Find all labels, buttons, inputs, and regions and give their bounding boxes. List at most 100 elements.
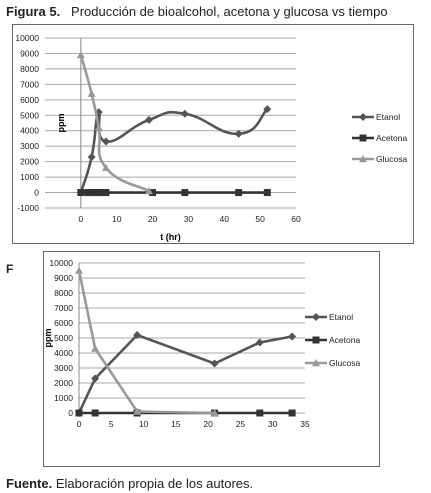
y-tick-label: 10000 <box>49 258 73 268</box>
legend-marker-etanol <box>312 313 320 321</box>
chart-2: 0100020003000400050006000700080009000100… <box>43 251 380 467</box>
legend-label-glucosa: Glucosa <box>329 358 360 368</box>
series-glucosa <box>75 266 219 417</box>
data-point-acetona <box>288 409 296 417</box>
figure-title: Figura 5. Producción de bioalcohol, acet… <box>6 4 388 19</box>
y-tick-label: 0 <box>68 408 73 418</box>
y-tick-label: 1000 <box>20 172 39 182</box>
data-point-glucosa <box>91 344 100 352</box>
legend-marker-etanol <box>359 113 367 121</box>
data-point-acetona <box>181 189 189 197</box>
data-point-acetona <box>102 189 110 197</box>
series-line-glucosa <box>77 270 215 415</box>
figure-label: Figura 5. <box>6 4 61 19</box>
y-tick-label: 8000 <box>54 288 73 298</box>
legend-marker-glucosa <box>359 155 367 163</box>
data-point-glucosa <box>75 266 83 274</box>
x-tick-label: 50 <box>255 214 265 224</box>
data-point-etanol <box>101 137 110 146</box>
series-line-etanol <box>77 333 293 414</box>
data-point-acetona <box>98 189 106 197</box>
figure-6-label-fragment: F <box>6 262 14 276</box>
data-point-acetona <box>149 189 157 197</box>
data-point-etanol <box>180 109 189 118</box>
data-point-glucosa <box>133 407 142 415</box>
series-acetona <box>77 189 271 197</box>
y-tick-label: -1000 <box>17 203 39 213</box>
data-point-glucosa <box>144 187 153 195</box>
data-point-glucosa <box>94 123 103 131</box>
y-tick-label: 3000 <box>20 141 39 151</box>
y-tick-label: 10000 <box>15 33 39 43</box>
legend-label-glucosa: Glucosa <box>376 154 407 164</box>
data-point-etanol <box>288 332 297 341</box>
y-axis-label: ppm <box>43 329 53 348</box>
x-tick-label: 60 <box>291 214 301 224</box>
x-tick-label: 20 <box>203 419 213 429</box>
chart-2-frame <box>43 251 380 467</box>
data-point-etanol <box>210 359 219 368</box>
data-point-acetona <box>88 189 96 197</box>
x-tick-label: 40 <box>220 214 230 224</box>
data-point-etanol <box>91 374 100 383</box>
data-point-acetona <box>263 189 271 197</box>
data-point-glucosa <box>87 89 96 97</box>
y-tick-label: 2000 <box>54 378 73 388</box>
y-tick-label: 2000 <box>20 157 39 167</box>
x-tick-label: 5 <box>109 419 114 429</box>
data-point-acetona <box>91 409 99 417</box>
series-glucosa <box>76 51 153 195</box>
data-point-glucosa <box>210 409 219 417</box>
chart-1: -1000 0 1000 2000 3000 4000 5000 6000 7000 8000 90… <box>12 24 414 244</box>
series-etanol <box>76 105 272 197</box>
x-axis-label: t (hr) <box>160 232 181 242</box>
data-point-acetona <box>95 189 103 197</box>
data-point-acetona <box>256 409 264 417</box>
x-tick-label: 25 <box>236 419 246 429</box>
y-tick-label: 6000 <box>20 95 39 105</box>
data-point-acetona <box>75 409 83 417</box>
x-tick-label: 15 <box>171 419 181 429</box>
y-tick-label: 7000 <box>20 79 39 89</box>
y-tick-label: 3000 <box>54 363 73 373</box>
y-tick-label: 1000 <box>54 393 73 403</box>
x-tick-label: 10 <box>139 419 149 429</box>
data-point-etanol <box>263 105 272 114</box>
data-point-glucosa <box>76 51 85 59</box>
data-point-etanol <box>234 129 243 138</box>
x-tick-label: 10 <box>112 214 122 224</box>
data-point-etanol <box>133 331 142 339</box>
y-tick-label: 9000 <box>20 48 39 58</box>
data-point-acetona <box>77 189 85 197</box>
y-tick-label: 4000 <box>54 348 73 358</box>
legend-label-acetona: Acetona <box>329 335 360 345</box>
y-tick-label: 4000 <box>20 126 39 136</box>
y-tick-label: 9000 <box>54 273 73 283</box>
data-point-etanol <box>87 153 96 161</box>
x-tick-label: 0 <box>77 419 82 429</box>
source-note: Fuente. Elaboración propia de los autore… <box>6 476 253 491</box>
y-tick-label: 8000 <box>20 64 39 74</box>
chart-1-frame <box>12 24 414 244</box>
data-point-glucosa <box>101 163 110 172</box>
x-tick-label: 20 <box>148 214 158 224</box>
data-point-acetona <box>235 189 243 197</box>
y-tick-label: 6000 <box>54 318 73 328</box>
legend-label-etanol: Etanol <box>329 312 353 322</box>
legend-marker-acetona <box>312 336 320 344</box>
data-point-etanol <box>144 115 153 124</box>
source-text: Elaboración propia de los autores. <box>55 476 254 491</box>
legend-label-acetona: Acetona <box>376 133 407 143</box>
data-point-acetona <box>91 189 99 197</box>
data-point-acetona <box>84 189 92 197</box>
y-tick-label: 7000 <box>54 303 73 313</box>
y-tick-label: 5000 <box>54 333 73 343</box>
legend-marker-acetona <box>359 134 367 142</box>
y-axis-label: ppm <box>56 114 66 133</box>
y-tick-label: 0 <box>34 188 39 198</box>
source-label: Fuente. <box>6 476 53 491</box>
x-tick-label: 35 <box>300 419 310 429</box>
x-tick-label: 30 <box>268 419 278 429</box>
legend-marker-glucosa <box>312 359 320 367</box>
figure-title-text: Producción de bioalcohol, acetona y gluc… <box>71 4 388 19</box>
